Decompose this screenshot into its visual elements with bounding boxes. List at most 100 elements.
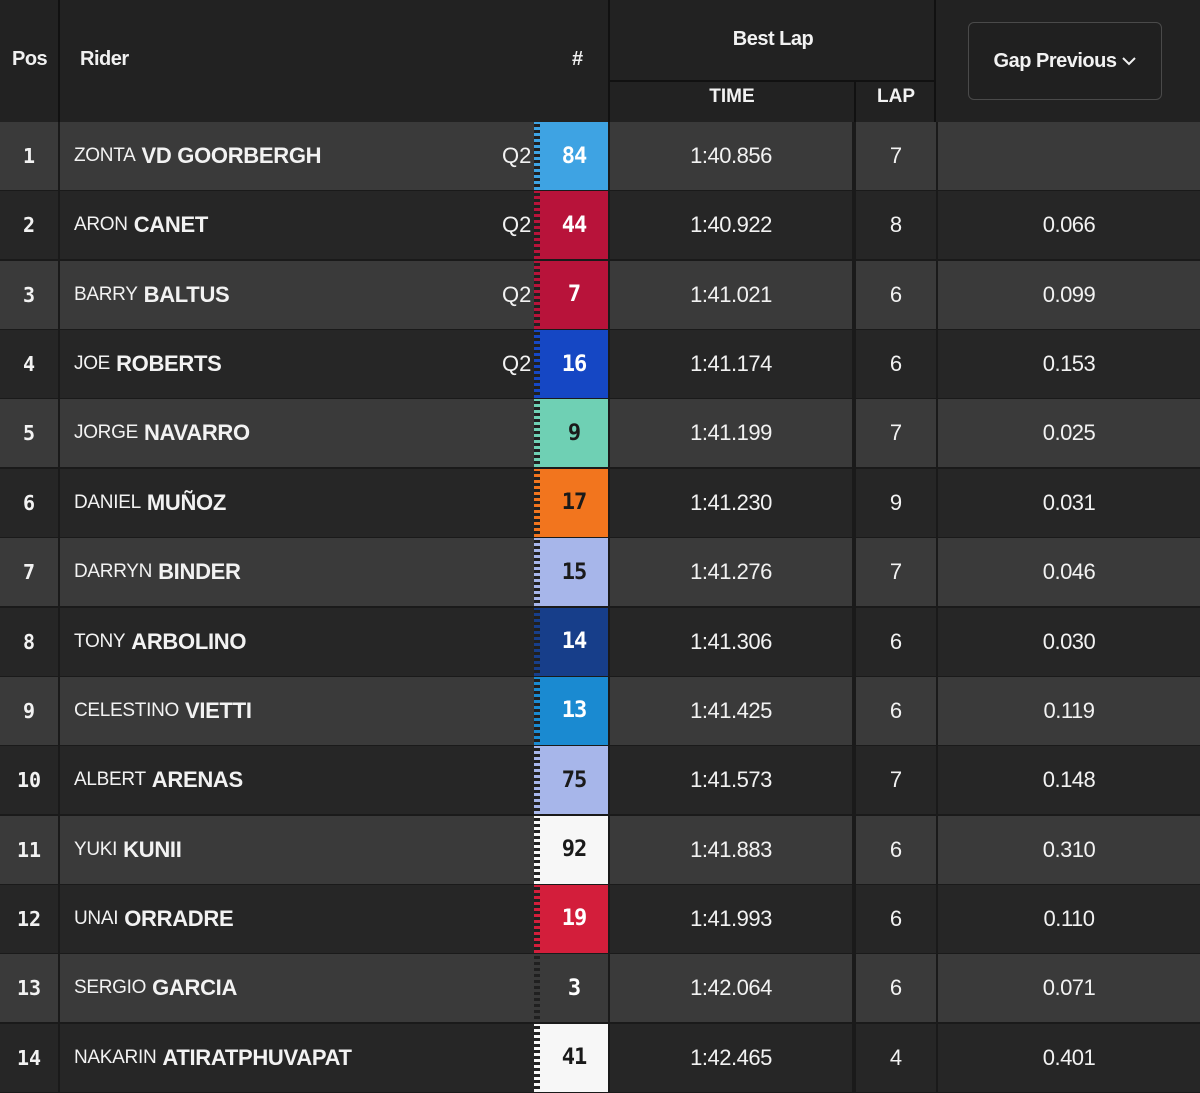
table-row[interactable]: 12 UNAI ORRADRE P 19 1:41.993 6 0.110 — [0, 884, 1200, 954]
best-lap-time: 1:41.573 — [610, 746, 854, 815]
gap-previous-value: 0.153 — [938, 330, 1200, 399]
position-cell: 1 — [0, 122, 60, 190]
rider-last-name: BALTUS — [143, 281, 230, 307]
gap-previous-label: Gap Previous — [993, 49, 1117, 72]
rider-last-name: BINDER — [158, 559, 241, 585]
rider-cell[interactable]: ZONTA VD GOORBERGH Q2 P — [60, 122, 569, 190]
rider-first-name: UNAI — [74, 907, 119, 929]
table-row[interactable]: 14 NAKARIN ATIRATPHUVAPAT P 41 1:42.465 … — [0, 1023, 1200, 1093]
number-stripe — [534, 676, 540, 745]
table-row[interactable]: 6 DANIEL MUÑOZ P 17 1:41.230 9 0.031 — [0, 468, 1200, 538]
position-cell: 4 — [0, 330, 60, 399]
number-stripe — [534, 399, 540, 468]
number-stripe — [534, 191, 540, 260]
rider-cell[interactable]: YUKI KUNII P — [60, 815, 569, 884]
rider-first-name: CELESTINO — [74, 699, 179, 721]
best-lap-time: 1:42.064 — [610, 954, 854, 1023]
gap-previous-value: 0.071 — [938, 954, 1200, 1023]
position-cell: 14 — [0, 1023, 60, 1092]
gap-previous-value: 0.310 — [938, 815, 1200, 884]
best-lap-time: 1:41.174 — [610, 330, 854, 399]
table-row[interactable]: 11 YUKI KUNII P 92 1:41.883 6 0.310 — [0, 815, 1200, 885]
best-lap-time: 1:41.230 — [610, 468, 854, 537]
best-lap-time: 1:41.276 — [610, 538, 854, 607]
gap-previous-value — [938, 122, 1200, 190]
rider-cell[interactable]: JORGE NAVARRO P — [60, 399, 569, 468]
position-cell: 6 — [0, 468, 60, 537]
position-cell: 8 — [0, 607, 60, 676]
header-number-label: # — [572, 48, 583, 70]
position-cell: 3 — [0, 260, 60, 329]
rider-last-name: GARCIA — [152, 975, 238, 1001]
number-stripe — [534, 607, 540, 676]
header-best-lap-cell: Best Lap TIME LAP — [610, 0, 936, 122]
number-stripe — [534, 468, 540, 537]
rider-first-name: YUKI — [74, 838, 118, 860]
table-row[interactable]: 2 ARON CANET Q2 P 44 1:40.922 8 0.066 — [0, 191, 1200, 260]
position-cell: 12 — [0, 884, 60, 953]
rider-last-name: CANET — [133, 212, 209, 238]
rider-cell[interactable]: SERGIO GARCIA P — [60, 954, 569, 1023]
rider-number-badge: 44 — [540, 191, 608, 260]
table-row[interactable]: 4 JOE ROBERTS Q2 P 16 1:41.174 6 0.153 — [0, 330, 1200, 399]
gap-previous-value: 0.046 — [938, 538, 1200, 607]
rider-first-name: NAKARIN — [74, 1046, 157, 1068]
best-lap-time: 1:40.922 — [610, 191, 854, 260]
q2-badge: Q2 — [502, 212, 532, 238]
rider-last-name: ARENAS — [151, 767, 243, 793]
q2-badge: Q2 — [502, 143, 532, 168]
table-row[interactable]: 3 BARRY BALTUS Q2 P 7 1:41.021 6 0.099 — [0, 260, 1200, 330]
best-lap-time: 1:40.856 — [610, 122, 854, 190]
rider-first-name: DARRYN — [74, 561, 153, 583]
rider-first-name: BARRY — [74, 283, 138, 305]
gap-previous-value: 0.119 — [938, 676, 1200, 745]
gap-previous-value: 0.066 — [938, 191, 1200, 260]
position-cell: 9 — [0, 676, 60, 745]
rider-last-name: VIETTI — [185, 697, 252, 723]
rider-number-badge: 15 — [540, 538, 608, 607]
header-divider — [610, 80, 934, 82]
table-row[interactable]: 10 ALBERT ARENAS P 75 1:41.573 7 0.148 — [0, 746, 1200, 815]
table-row[interactable]: 8 TONY ARBOLINO P 14 1:41.306 6 0.030 — [0, 607, 1200, 677]
number-stripe — [534, 538, 540, 607]
best-lap-number: 6 — [856, 815, 936, 884]
gap-previous-value: 0.031 — [938, 468, 1200, 537]
best-lap-number: 7 — [856, 746, 936, 815]
rider-number-badge: 14 — [540, 607, 608, 676]
rider-cell[interactable]: JOE ROBERTS Q2 P — [60, 330, 569, 399]
best-lap-time: 1:42.465 — [610, 1023, 854, 1092]
rider-cell[interactable]: CELESTINO VIETTI P — [60, 676, 569, 745]
q2-badge: Q2 — [502, 281, 532, 307]
position-cell: 5 — [0, 399, 60, 468]
number-stripe — [534, 746, 540, 815]
gap-previous-value: 0.110 — [938, 884, 1200, 953]
best-lap-number: 7 — [856, 122, 936, 190]
rider-cell[interactable]: UNAI ORRADRE P — [60, 884, 569, 953]
table-row[interactable]: 7 DARRYN BINDER P 15 1:41.276 7 0.046 — [0, 538, 1200, 607]
gap-previous-dropdown[interactable]: Gap Previous — [968, 22, 1162, 100]
table-row[interactable]: 13 SERGIO GARCIA P 3 1:42.064 6 0.071 — [0, 954, 1200, 1023]
table-row[interactable]: 9 CELESTINO VIETTI P 13 1:41.425 6 0.119 — [0, 676, 1200, 746]
best-lap-number: 8 — [856, 191, 936, 260]
rider-cell[interactable]: ALBERT ARENAS P — [60, 746, 569, 815]
rider-cell[interactable]: ARON CANET Q2 P — [60, 191, 569, 260]
rider-first-name: ARON — [74, 214, 128, 236]
rider-cell[interactable]: TONY ARBOLINO P — [60, 607, 569, 676]
rider-number-badge: 75 — [540, 746, 608, 815]
rider-number-badge: 17 — [540, 468, 608, 537]
rider-cell[interactable]: BARRY BALTUS Q2 P — [60, 260, 569, 329]
table-row[interactable]: 5 JORGE NAVARRO P 9 1:41.199 7 0.025 — [0, 399, 1200, 468]
table-row[interactable]: 1 ZONTA VD GOORBERGH Q2 P 84 1:40.856 7 — [0, 122, 1200, 191]
rider-first-name: DANIEL — [74, 491, 141, 513]
rider-cell[interactable]: NAKARIN ATIRATPHUVAPAT P — [60, 1023, 569, 1092]
rider-cell[interactable]: DANIEL MUÑOZ P — [60, 468, 569, 537]
position-cell: 11 — [0, 815, 60, 884]
rider-number-badge: 3 — [540, 954, 608, 1023]
number-stripe — [534, 954, 540, 1023]
best-lap-number: 7 — [856, 399, 936, 468]
rider-last-name: KUNII — [123, 836, 182, 862]
best-lap-number: 4 — [856, 1023, 936, 1092]
gap-previous-value: 0.099 — [938, 260, 1200, 329]
rider-cell[interactable]: DARRYN BINDER P — [60, 538, 569, 607]
